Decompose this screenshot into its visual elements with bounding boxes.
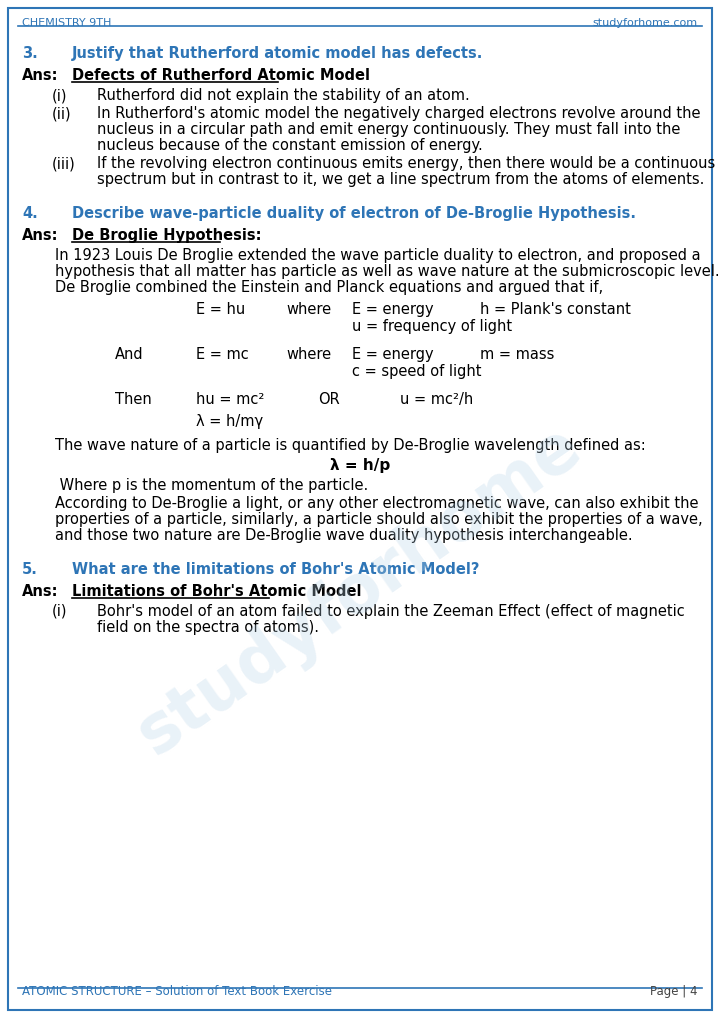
Text: Ans:: Ans:	[22, 584, 58, 599]
Text: u = mc²/h: u = mc²/h	[400, 392, 473, 407]
Text: Ans:: Ans:	[22, 228, 58, 243]
Text: u = frequency of light: u = frequency of light	[352, 319, 512, 334]
Text: λ = h/mγ: λ = h/mγ	[196, 414, 263, 429]
Text: Justify that Rutherford atomic model has defects.: Justify that Rutherford atomic model has…	[72, 46, 483, 61]
Text: De Broglie combined the Einstein and Planck equations and argued that if,: De Broglie combined the Einstein and Pla…	[55, 280, 603, 295]
Text: 4.: 4.	[22, 206, 37, 221]
Text: hypothesis that all matter has particle as well as wave nature at the submicrosc: hypothesis that all matter has particle …	[55, 264, 719, 279]
Text: :: :	[269, 584, 274, 599]
Text: In Rutherford's atomic model the negatively charged electrons revolve around the: In Rutherford's atomic model the negativ…	[97, 106, 701, 121]
Text: And: And	[115, 347, 143, 362]
Text: Describe wave-particle duality of electron of De-Broglie Hypothesis.: Describe wave-particle duality of electr…	[72, 206, 636, 221]
Text: (ii): (ii)	[52, 106, 71, 121]
Text: Where p is the momentum of the particle.: Where p is the momentum of the particle.	[55, 478, 368, 493]
Text: hu = mc²: hu = mc²	[196, 392, 264, 407]
Text: The wave nature of a particle is quantified by De-Broglie wavelength defined as:: The wave nature of a particle is quantif…	[55, 438, 646, 453]
Text: m = mass: m = mass	[480, 347, 554, 362]
Text: λ = h/p: λ = h/p	[330, 458, 390, 473]
Text: Rutherford did not explain the stability of an atom.: Rutherford did not explain the stability…	[97, 88, 469, 103]
Text: spectrum but in contrast to it, we get a line spectrum from the atoms of element: spectrum but in contrast to it, we get a…	[97, 172, 704, 187]
Text: In 1923 Louis De Broglie extended the wave particle duality to electron, and pro: In 1923 Louis De Broglie extended the wa…	[55, 248, 701, 263]
Text: studyforhome.com: studyforhome.com	[593, 18, 698, 29]
Text: What are the limitations of Bohr's Atomic Model?: What are the limitations of Bohr's Atomi…	[72, 562, 480, 577]
Text: (i): (i)	[52, 88, 68, 103]
Text: Ans:: Ans:	[22, 68, 58, 83]
Text: ATOMIC STRUCTURE – Solution of Text Book Exercise: ATOMIC STRUCTURE – Solution of Text Book…	[22, 985, 332, 998]
Text: c = speed of light: c = speed of light	[352, 364, 482, 379]
Text: field on the spectra of atoms).: field on the spectra of atoms).	[97, 620, 319, 635]
Text: and those two nature are De-Broglie wave duality hypothesis interchangeable.: and those two nature are De-Broglie wave…	[55, 528, 633, 543]
Text: Then: Then	[115, 392, 152, 407]
Text: Limitations of Bohr's Atomic Model: Limitations of Bohr's Atomic Model	[72, 584, 361, 599]
Text: Page | 4: Page | 4	[650, 985, 698, 998]
Text: studyforhome: studyforhome	[125, 412, 595, 769]
Text: E = mc: E = mc	[196, 347, 248, 362]
Text: nucleus in a circular path and emit energy continuously. They must fall into the: nucleus in a circular path and emit ener…	[97, 122, 680, 137]
Text: Defects of Rutherford Atomic Model: Defects of Rutherford Atomic Model	[72, 68, 370, 83]
Text: 3.: 3.	[22, 46, 37, 61]
Text: E = energy: E = energy	[352, 347, 433, 362]
Text: De Broglie Hypothesis:: De Broglie Hypothesis:	[72, 228, 261, 243]
Text: 5.: 5.	[22, 562, 38, 577]
Text: (i): (i)	[52, 604, 68, 619]
Text: where: where	[286, 347, 331, 362]
Text: If the revolving electron continuous emits energy, then there would be a continu: If the revolving electron continuous emi…	[97, 156, 715, 171]
Text: CHEMISTRY 9TH: CHEMISTRY 9TH	[22, 18, 112, 29]
Text: nucleus because of the constant emission of energy.: nucleus because of the constant emission…	[97, 138, 482, 153]
Text: E = energy: E = energy	[352, 302, 433, 317]
Text: h = Plank's constant: h = Plank's constant	[480, 302, 631, 317]
Text: (iii): (iii)	[52, 156, 76, 171]
Text: According to De-Broglie a light, or any other electromagnetic wave, can also exh: According to De-Broglie a light, or any …	[55, 496, 698, 511]
Text: where: where	[286, 302, 331, 317]
Text: properties of a particle, similarly, a particle should also exhibit the properti: properties of a particle, similarly, a p…	[55, 512, 703, 527]
Text: E = hu: E = hu	[196, 302, 246, 317]
Text: OR: OR	[318, 392, 340, 407]
Text: Bohr's model of an atom failed to explain the Zeeman Effect (effect of magnetic: Bohr's model of an atom failed to explai…	[97, 604, 685, 619]
